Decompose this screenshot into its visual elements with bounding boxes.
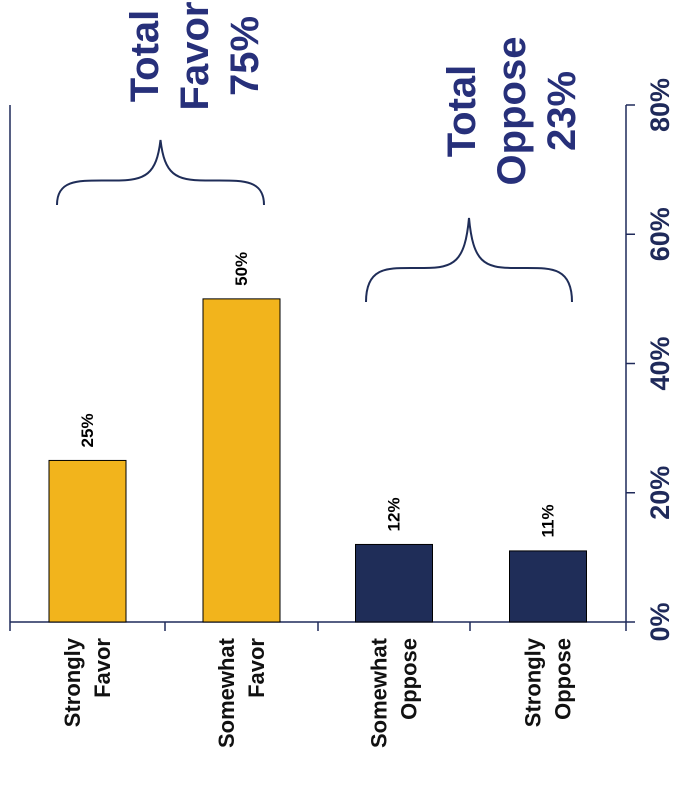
bar-0: [48, 459, 127, 623]
category-label-2: Oppose: [397, 638, 422, 720]
total-annotation-0-line-2: 75%: [223, 16, 267, 96]
total-oppose-brace: [365, 217, 573, 303]
data-label-0: 25%: [78, 413, 97, 447]
category-label-3: Oppose: [551, 638, 576, 720]
total-annotation-0-line-1: Favor: [173, 2, 217, 111]
total-favor-brace: [56, 139, 265, 206]
category-label-1: Favor: [244, 638, 269, 698]
data-label-2: 12%: [385, 497, 404, 531]
category-label-0: Strongly: [60, 637, 85, 727]
value-tick-label: 40%: [645, 336, 675, 390]
data-label-1: 50%: [232, 252, 251, 286]
category-label-2: Somewhat: [367, 637, 392, 748]
value-tick-label: 20%: [645, 466, 675, 520]
bar-3: [509, 550, 587, 623]
chart-plot-area: 0%20%40%60%80%25%Strongly Favor50%Somewha…: [9, 2, 675, 748]
data-label-3: 11%: [539, 504, 558, 537]
bar-1: [202, 298, 281, 623]
category-label-1: Somewhat: [214, 637, 239, 748]
total-annotation-0-line-0: Total: [123, 10, 167, 103]
total-annotation-1-line-2: 23%: [540, 71, 584, 151]
bar-2: [355, 543, 433, 623]
value-tick-label: 80%: [645, 78, 675, 132]
value-tick-label: 0%: [645, 602, 675, 641]
total-annotation-1-line-1: Oppose: [490, 37, 534, 186]
category-label-3: Strongly: [521, 637, 546, 727]
total-annotation-1-line-0: Total: [440, 65, 484, 158]
category-label-0: Favor: [90, 638, 115, 698]
value-tick-label: 60%: [645, 207, 675, 261]
